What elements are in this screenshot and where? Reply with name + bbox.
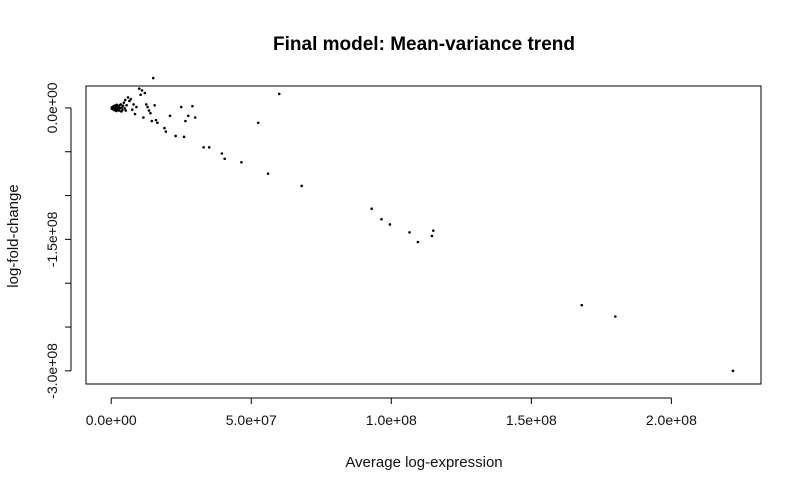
data-point [193,116,197,119]
data-point [124,109,128,112]
x-tick-label: 5.0e+07 [226,412,277,428]
data-point [408,231,411,234]
data-point [256,121,260,125]
data-point [416,240,420,244]
data-point [135,105,138,109]
data-point [179,105,183,109]
data-point [432,229,435,232]
data-point [137,87,141,90]
data-point [154,118,158,122]
data-point [156,121,159,125]
data-point [125,103,128,107]
x-axis-title: Average log-expression [345,454,502,471]
data-point [164,130,168,133]
x-tick-label: 1.5e+08 [506,412,557,428]
data-point [129,97,133,101]
data-point [266,172,270,175]
data-point [380,217,383,221]
y-axis: 0.0e+00 -1.5e+08 -3.0e+08 [44,82,72,399]
data-point [191,104,194,108]
data-point [151,76,155,80]
y-tick-label: -3.0e+08 [44,343,60,399]
y-tick-label: -1.5e+08 [44,211,60,267]
data-point [140,89,144,92]
data-point [153,103,156,107]
x-axis: 0.0e+00 5.0e+07 1.0e+08 1.5e+08 2.0e+08 [86,397,697,428]
data-point [120,106,124,109]
data-point [128,99,131,103]
data-point [202,146,205,149]
data-point [146,105,149,109]
data-point [130,108,134,111]
data-point [182,135,186,139]
data-point [115,103,119,107]
data-point [388,223,392,226]
data-point [119,103,123,106]
data-point [149,111,152,115]
data-point [143,91,147,95]
data-point [123,107,126,110]
data-point [277,92,281,96]
data-point [121,104,125,108]
data-points [110,76,735,373]
data-point [147,109,151,112]
data-point [430,234,434,238]
x-tick-label: 0.0e+00 [86,412,137,428]
data-point [174,134,177,138]
data-point [223,157,226,161]
data-point [163,126,166,130]
x-tick-label: 1.0e+08 [366,412,417,428]
data-point [126,96,130,99]
data-point [121,108,124,112]
data-point [207,146,211,149]
data-point [122,101,126,104]
x-tick-label: 2.0e+08 [646,412,697,428]
data-point [220,152,224,155]
data-point [142,116,145,119]
data-point [132,103,135,106]
y-tick-label: 0.0e+00 [44,82,60,133]
data-point [731,369,735,373]
data-point [123,98,127,102]
data-point [117,109,121,112]
data-point [240,160,243,164]
data-point [139,93,142,97]
data-point [133,112,137,116]
data-point [168,114,172,118]
data-point [186,114,190,118]
chart-title: Final model: Mean-variance trend [273,34,575,55]
data-point [115,109,118,113]
data-point [144,103,148,106]
data-point [184,119,187,123]
plot-area-frame [85,85,762,385]
data-point [370,207,373,211]
y-axis-title: log-fold-change [5,184,22,287]
data-point [300,184,303,188]
data-point [614,315,617,318]
data-point [150,119,154,123]
data-point [580,303,584,307]
